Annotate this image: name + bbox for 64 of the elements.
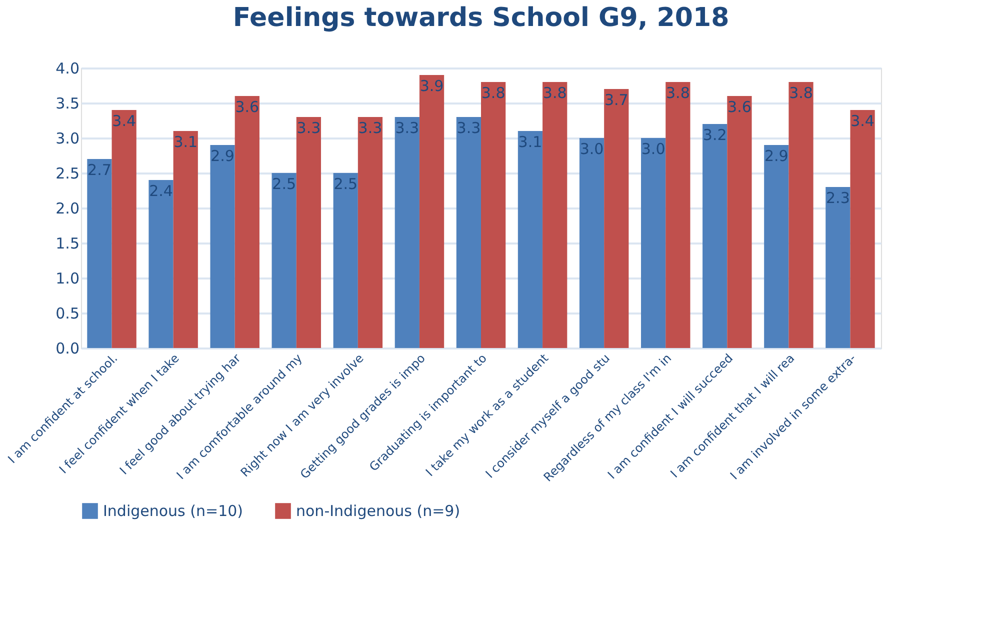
legend-label: Indigenous (n=10) [103, 502, 244, 520]
data-label: 2.5 [334, 175, 358, 193]
data-label: 3.4 [112, 112, 136, 130]
y-tick-label: 1.5 [56, 234, 80, 252]
bar [850, 110, 875, 348]
data-label: 3.1 [518, 133, 542, 151]
bar [579, 138, 604, 348]
y-tick-label: 2.0 [56, 200, 80, 218]
data-label: 2.3 [826, 189, 850, 207]
data-label: 2.4 [149, 182, 173, 200]
bar [333, 173, 358, 348]
bar [727, 96, 752, 348]
data-label: 3.8 [666, 84, 690, 102]
bar [456, 117, 481, 348]
data-label: 2.9 [210, 147, 234, 165]
data-label: 2.5 [272, 175, 296, 193]
y-tick-label: 0.0 [56, 340, 80, 358]
data-label: 3.8 [789, 84, 813, 102]
data-label: 3.3 [395, 119, 420, 137]
bar [481, 82, 506, 348]
bar [296, 117, 321, 348]
bar [87, 159, 112, 348]
bar [788, 82, 814, 348]
bar [272, 173, 296, 348]
legend-label: non-Indigenous (n=9) [296, 502, 460, 520]
bar [148, 180, 174, 348]
y-tick-label: 4.0 [56, 60, 80, 78]
bar [641, 138, 666, 348]
data-label: 3.3 [296, 119, 321, 137]
y-tick-label: 1.0 [56, 270, 80, 288]
chart-title: Feelings towards School G9, 2018 [232, 3, 730, 33]
bar [112, 110, 136, 348]
bar [666, 82, 690, 348]
data-label: 3.7 [604, 91, 628, 109]
data-label: 3.8 [481, 84, 506, 102]
bar [394, 117, 420, 348]
data-label: 3.2 [702, 126, 727, 144]
data-label: 3.6 [235, 98, 260, 116]
y-tick-label: 3.0 [56, 130, 80, 148]
y-tick-label: 3.5 [56, 94, 80, 112]
bar [358, 117, 383, 348]
data-label: 3.3 [358, 119, 382, 137]
bar [518, 131, 543, 348]
bar [173, 131, 198, 348]
data-label: 3.1 [174, 133, 198, 151]
data-label: 3.4 [850, 112, 874, 130]
data-label: 3.9 [420, 77, 444, 95]
data-label: 3.6 [728, 98, 752, 116]
bar [210, 145, 235, 348]
data-label: 3.8 [542, 84, 567, 102]
y-tick-label: 2.5 [56, 164, 80, 182]
bar [826, 187, 850, 348]
data-label: 3.0 [580, 140, 604, 158]
bar [542, 82, 568, 348]
data-label: 2.9 [764, 147, 788, 165]
data-label: 2.7 [88, 161, 112, 179]
bar [604, 89, 629, 348]
bar [764, 145, 789, 348]
data-label: 3.3 [456, 119, 481, 137]
bar [234, 96, 260, 348]
bar [702, 124, 728, 348]
y-tick-label: 0.5 [56, 304, 80, 322]
bar [419, 75, 444, 348]
data-label: 3.0 [641, 140, 666, 158]
